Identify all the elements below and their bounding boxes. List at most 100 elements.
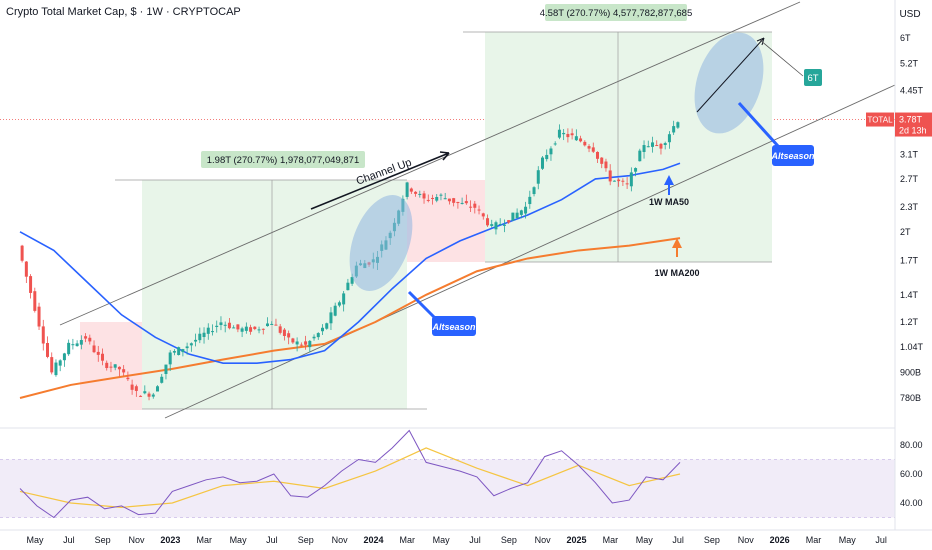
candle-body: [612, 180, 616, 182]
candle-body: [219, 322, 223, 326]
candle-body: [244, 326, 248, 331]
rsi-tick-label: 60.00: [900, 469, 923, 479]
rsi-tick-label: 40.00: [900, 498, 923, 508]
time-tick-label: 2024: [363, 535, 383, 545]
candle-body: [151, 394, 155, 397]
candle-body: [325, 323, 329, 329]
time-tick-label: Sep: [501, 535, 517, 545]
altseason-label: Altseason: [431, 322, 476, 332]
candle-body: [667, 134, 671, 143]
candle-body: [672, 126, 676, 133]
rsi-band: [0, 459, 895, 518]
time-tick-label: May: [26, 535, 44, 545]
price-tick-label: 5.2T: [900, 58, 919, 68]
chart-title: Crypto Total Market Cap, $ · 1W · CRYPTO…: [6, 6, 241, 18]
candle-body: [625, 183, 629, 185]
candle-body: [236, 324, 240, 330]
time-tick-label: Jul: [469, 535, 481, 545]
candle-body: [447, 198, 451, 202]
range-label-2023: 1.98T (270.77%) 1,978,077,049,871: [207, 155, 359, 166]
candle-body: [570, 133, 574, 136]
time-tick-label: Nov: [738, 535, 755, 545]
candle-body: [524, 206, 528, 214]
time-tick-label: Mar: [806, 535, 822, 545]
ma200-line: [19, 237, 681, 399]
candle-body: [71, 344, 75, 346]
candle-body: [507, 220, 511, 223]
candle-body: [185, 346, 189, 349]
candle-body: [101, 353, 104, 361]
candle-body: [211, 331, 214, 333]
candle-body: [257, 329, 261, 331]
time-tick-label: 2023: [160, 535, 180, 545]
candle-body: [139, 395, 143, 397]
candle-body: [418, 193, 422, 195]
candle-body: [431, 197, 434, 199]
candle-body: [202, 332, 206, 338]
candle-body: [308, 340, 312, 348]
candle-body: [62, 353, 66, 361]
time-tick-label: May: [433, 535, 451, 545]
channel-upper-line: [59, 1, 801, 326]
candle-body: [536, 170, 540, 184]
candle-body: [130, 384, 134, 390]
candle-body: [591, 147, 595, 152]
candle-body: [266, 323, 269, 327]
time-tick-label: Mar: [196, 535, 212, 545]
candle-body: [164, 364, 168, 375]
time-tick-label: May: [230, 535, 248, 545]
candle-body: [75, 343, 79, 347]
candle-body: [122, 369, 126, 373]
ma50-line: [19, 162, 681, 365]
price-tick-label: 2T: [900, 227, 911, 237]
price-tick-label: 2.7T: [900, 174, 919, 184]
range-label-2025: 4.58T (270.77%) 4,577,782,877,685: [540, 8, 692, 19]
candle-body: [291, 338, 295, 343]
candle-body: [642, 145, 646, 153]
candle-body: [477, 209, 481, 211]
candle-body: [321, 327, 324, 332]
projection-arrow: [696, 37, 765, 113]
ma200-arrow-icon: [672, 238, 682, 257]
currency-label: USD: [899, 9, 920, 20]
rsi-ma-line: [19, 447, 681, 508]
candle-body: [46, 343, 49, 357]
price-tick-label: 6T: [900, 33, 911, 43]
candle-body: [198, 333, 202, 341]
candle-body: [304, 341, 308, 345]
candle-body: [92, 345, 96, 353]
candle-body: [557, 129, 561, 138]
candle-body: [295, 341, 299, 345]
candle-body: [156, 386, 159, 392]
candle-body: [655, 145, 659, 147]
candle-body: [117, 366, 121, 370]
candle-body: [88, 337, 92, 342]
candle-body: [464, 201, 468, 204]
candle-body: [460, 202, 464, 204]
candle-body: [270, 323, 274, 325]
time-tick-label: Sep: [704, 535, 720, 545]
time-tick-label: Jul: [672, 535, 684, 545]
candle-body: [473, 203, 477, 208]
candle-body: [346, 282, 350, 291]
symbol-badge: [866, 112, 894, 127]
candle-body: [350, 277, 354, 284]
candle-body: [481, 213, 485, 217]
candle-body: [67, 342, 71, 355]
candle-body: [629, 172, 633, 187]
rsi-line: [19, 429, 681, 519]
candle-body: [414, 191, 418, 194]
candle-body: [113, 364, 117, 368]
time-tick-label: Mar: [603, 535, 619, 545]
rsi-tick-label: 80.00: [900, 440, 923, 450]
candle-body: [29, 276, 33, 293]
candle-body: [490, 224, 494, 226]
candle-body: [646, 146, 650, 148]
candle-body: [316, 333, 320, 338]
candle-body: [515, 212, 519, 219]
channel-up-arrow: [310, 152, 450, 210]
candle-body: [608, 170, 612, 182]
time-tick-label: Nov: [129, 535, 146, 545]
candle-body: [511, 212, 515, 221]
